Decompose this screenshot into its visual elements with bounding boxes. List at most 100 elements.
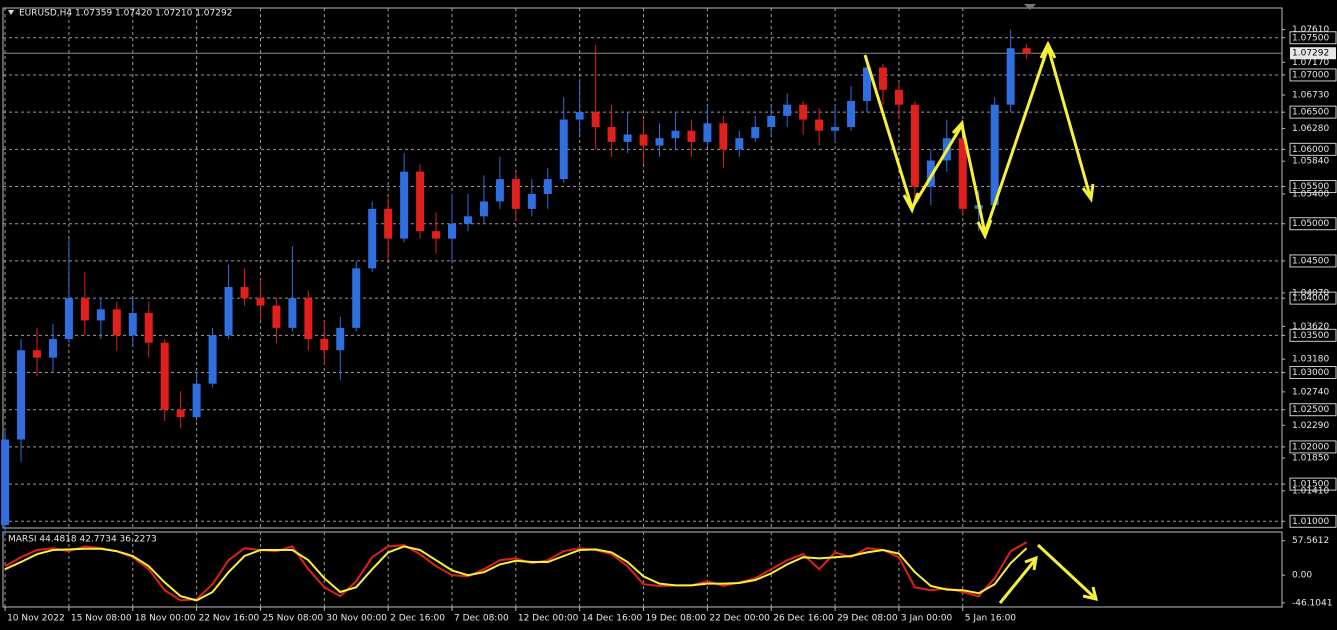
- y-tick-label: 1.07500: [1292, 33, 1329, 43]
- candle-body: [304, 298, 313, 340]
- x-tick-label: 5 Jan 16:00: [965, 614, 1017, 624]
- x-tick-label: 14 Dec 16:00: [582, 614, 643, 624]
- x-tick-label: 25 Nov 08:00: [262, 614, 323, 624]
- candle-body: [112, 309, 121, 336]
- y-tick-box: [1289, 440, 1337, 454]
- candle-body: [160, 342, 169, 410]
- y-tick-box: [1289, 514, 1337, 528]
- candle-body: [783, 104, 792, 116]
- candle-body: [144, 313, 153, 343]
- y-tick-label: 1.01850: [1292, 454, 1329, 464]
- x-tick-label: 10 Nov 2022: [7, 614, 65, 624]
- candle-body: [384, 208, 393, 239]
- candle-body: [862, 67, 871, 101]
- candle-body: [527, 193, 536, 209]
- candle-body: [703, 123, 712, 142]
- x-tick-label: 22 Dec 00:00: [709, 614, 770, 624]
- candle-body: [926, 160, 935, 187]
- candle-body: [511, 179, 520, 209]
- candle-body: [368, 208, 377, 269]
- candle-body: [831, 127, 840, 131]
- y-tick-label: 1.06280: [1292, 124, 1329, 134]
- candle-body: [575, 112, 584, 120]
- y-tick-label: 1.03180: [1292, 355, 1329, 365]
- y-tick-box: [1289, 105, 1337, 119]
- candle-body: [655, 138, 664, 146]
- candle-body: [336, 327, 345, 351]
- y-tick-box: [1289, 68, 1337, 82]
- x-tick-label: 12 Dec 00:00: [518, 614, 579, 624]
- candle-body: [288, 298, 297, 328]
- x-tick-label: 19 Dec 08:00: [646, 614, 707, 624]
- candle-body: [559, 119, 568, 180]
- shift-marker: [1024, 4, 1036, 10]
- candle-body: [400, 171, 409, 239]
- candle-body: [751, 127, 760, 139]
- y-tick-label: 1.07170: [1292, 58, 1329, 68]
- y-tick-label: 1.02500: [1292, 405, 1329, 415]
- candle-body: [128, 313, 137, 336]
- x-tick-label: 22 Nov 16:00: [199, 614, 260, 624]
- candle-body: [910, 104, 919, 187]
- arrow-head: [1039, 40, 1057, 59]
- candle-body: [815, 119, 824, 131]
- y-tick-box: [1289, 291, 1337, 305]
- x-tick-label: 29 Dec 08:00: [837, 614, 898, 624]
- arrow-head: [902, 192, 920, 214]
- x-tick-label: 18 Nov 00:00: [135, 614, 196, 624]
- candle-body: [96, 309, 105, 321]
- candle-body: [208, 335, 217, 384]
- indicator-line: [4, 545, 1028, 602]
- y-tick-label: 1.04070: [1292, 288, 1329, 298]
- y-tick-label: 1.03000: [1292, 368, 1329, 378]
- main-frame: [2, 7, 1283, 529]
- candle-body: [847, 100, 856, 128]
- y-tick-box: [1289, 217, 1337, 231]
- candle-body: [1006, 48, 1015, 105]
- indicator-label: MARSI 44.4818 42.7734 36.2273: [8, 535, 157, 545]
- y-tick-label: 1.06500: [1292, 108, 1329, 118]
- x-tick-label: 3 Jan 00:00: [901, 614, 953, 624]
- candle-body: [894, 89, 903, 105]
- candle-body: [17, 350, 26, 440]
- candle-body: [767, 115, 776, 128]
- y-tick-label: 1.05500: [1292, 182, 1329, 192]
- candle-body: [224, 286, 233, 336]
- candle-body: [32, 350, 41, 358]
- candle-body: [416, 171, 425, 232]
- y-tick-box: [1289, 142, 1337, 156]
- candle-body: [958, 138, 967, 209]
- candle-body: [240, 286, 249, 299]
- candle-body: [256, 298, 265, 306]
- y-tick-box: [1289, 366, 1337, 380]
- candle-body: [607, 127, 616, 142]
- indicator-frame: [2, 531, 1283, 608]
- candle-body: [623, 134, 632, 142]
- y-tick-label: 1.03500: [1292, 331, 1329, 341]
- candle-body: [272, 305, 281, 328]
- y-tick-label: 1.01410: [1292, 486, 1329, 496]
- y-tick-label: 0.00: [1292, 571, 1312, 581]
- indicator-arrow-down: [1036, 543, 1097, 600]
- candle-body: [80, 298, 89, 321]
- y-tick-label: 1.04000: [1292, 294, 1329, 304]
- y-tick-label: 1.05000: [1292, 219, 1329, 229]
- y-tick-box: [1289, 31, 1337, 45]
- indicator-arrow-up: [998, 559, 1037, 604]
- forecast-path: [863, 41, 1092, 239]
- candle-body: [990, 104, 999, 206]
- candle-body: [799, 104, 808, 120]
- candle-body: [1022, 48, 1031, 54]
- y-tick-box: [1289, 254, 1337, 268]
- y-tick-label: 1.07610: [1292, 25, 1329, 35]
- arrow-head: [976, 219, 993, 240]
- candle-body: [479, 201, 488, 217]
- candle-body: [735, 138, 744, 150]
- y-tick-box: [1289, 180, 1337, 194]
- y-tick-box: [1289, 477, 1337, 491]
- candle-body: [432, 231, 441, 239]
- arrow-head: [1024, 555, 1038, 571]
